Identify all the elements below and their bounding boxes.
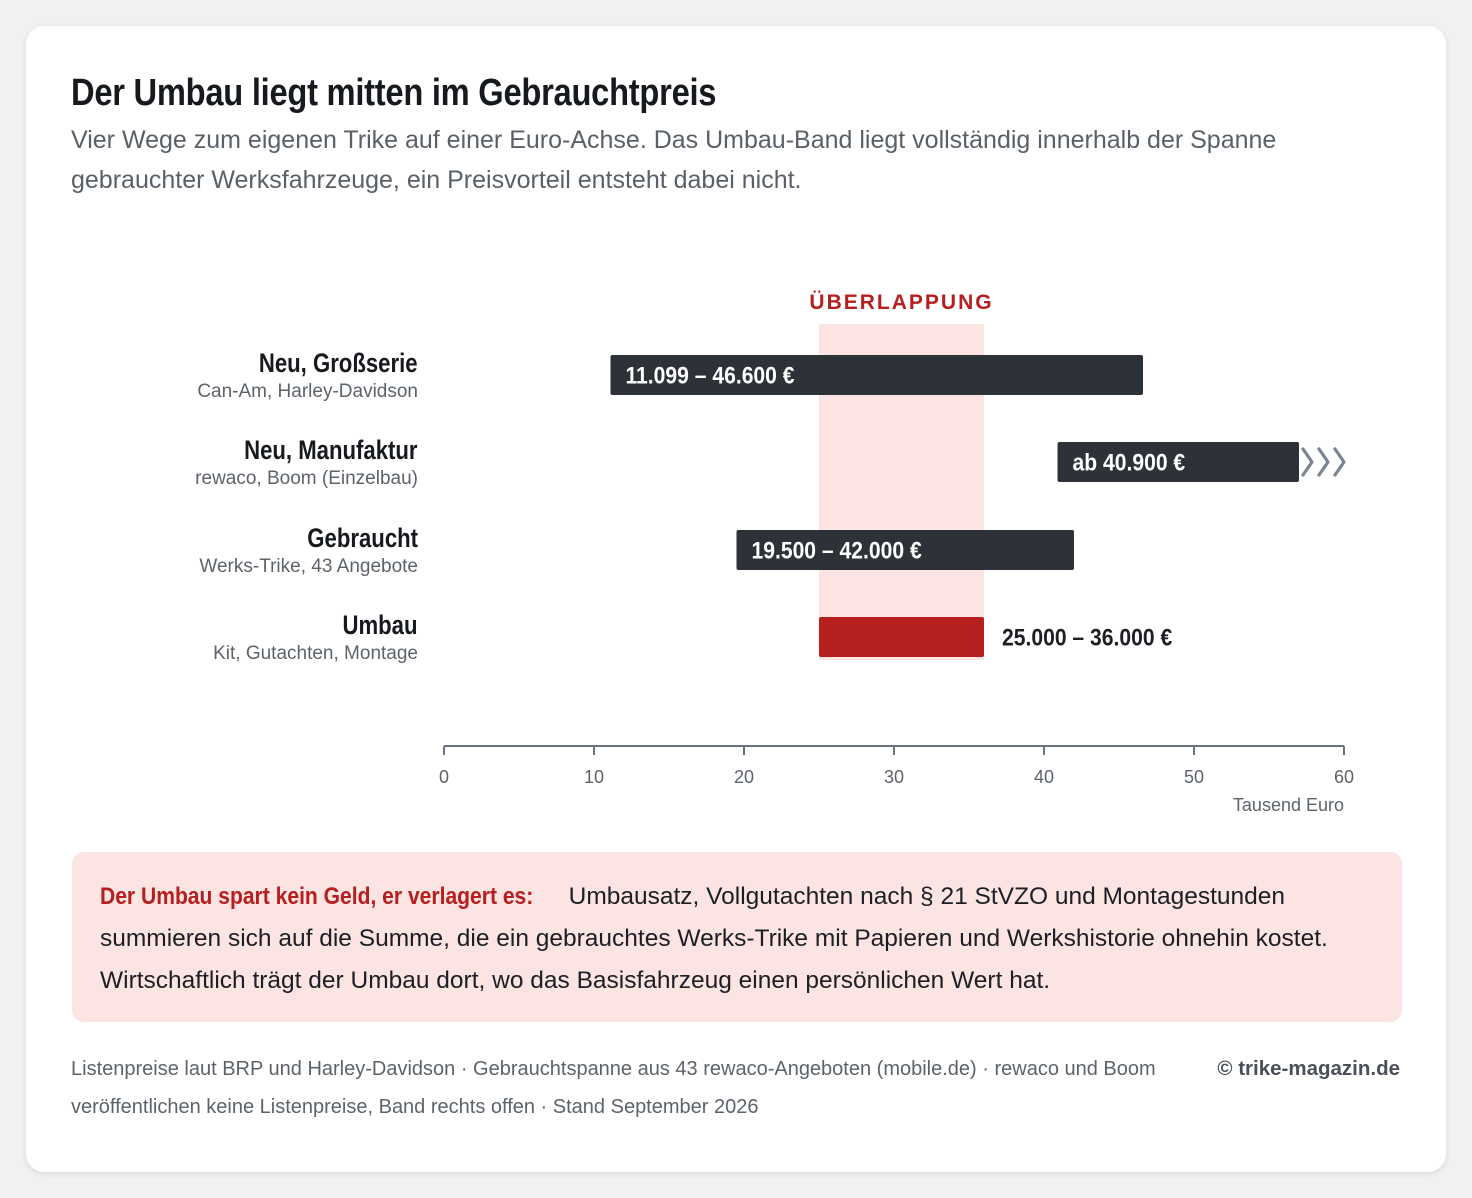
bar-label-0: 11.099 – 46.600 € [625, 362, 794, 389]
row-label-2: Gebraucht Werks-Trike, 43 Angebote [199, 522, 418, 580]
x-tick-label-2: 20 [734, 767, 754, 787]
row-title: Neu, Großserie [259, 348, 418, 378]
overlap-label: ÜBERLAPPUNG [809, 291, 993, 314]
bar-3 [819, 617, 984, 657]
open-range-chevron-icon [1333, 447, 1346, 477]
source-note: Listenpreise laut BRP und Harley-Davidso… [71, 1058, 1156, 1118]
x-tick-label-1: 10 [584, 767, 604, 787]
x-tick-label-0: 0 [439, 767, 449, 787]
row-subtitle: Werks-Trike, 43 Angebote [199, 556, 418, 577]
infographic-card: Der Umbau liegt mitten im Gebrauchtpreis… [26, 26, 1446, 1172]
bar-label-3: 25.000 – 36.000 € [1002, 624, 1173, 651]
x-tick-label-3: 30 [884, 767, 904, 787]
row-label-3: Umbau Kit, Gutachten, Montage [213, 609, 418, 667]
row-subtitle: Kit, Gutachten, Montage [213, 643, 418, 664]
x-tick-label-5: 50 [1184, 767, 1204, 787]
row-label-0: Neu, Großserie Can-Am, Harley-Davidson [197, 347, 418, 405]
bar-2 [736, 530, 1074, 570]
bar-label-1: ab 40.900 € [1073, 449, 1186, 476]
open-range-chevron-icon [1301, 447, 1314, 477]
row-subtitle: Can-Am, Harley-Davidson [197, 381, 418, 402]
row-title: Neu, Manufaktur [244, 435, 418, 465]
range-chart: ÜBERLAPPUNG 11.099 – 46.600 € ab 40.900 € 1… [439, 291, 1354, 815]
page-title: Der Umbau liegt mitten im Gebrauchtpreis [71, 72, 717, 114]
callout-lead: Der Umbau spart kein Geld, er verlagert … [100, 883, 534, 910]
page-subtitle: Vier Wege zum eigenen Trike auf einer Eu… [71, 126, 1277, 194]
callout-box: Der Umbau spart kein Geld, er verlagert … [72, 852, 1402, 1022]
bar-0 [610, 355, 1143, 395]
bar-label-2: 19.500 – 42.000 € [752, 537, 923, 564]
open-range-chevron-icon [1317, 447, 1330, 477]
x-tick-label-6: 60 [1334, 767, 1354, 787]
x-tick-label-4: 40 [1034, 767, 1054, 787]
x-axis-title: Tausend Euro [1233, 795, 1344, 815]
bar-1 [1057, 442, 1299, 482]
row-subtitle: rewaco, Boom (Einzelbau) [195, 468, 418, 489]
row-title: Umbau [342, 610, 418, 640]
row-title: Gebraucht [307, 523, 418, 553]
callout-text: Umbausatz, Vollgutachten nach § 21 StVZO… [100, 883, 1328, 994]
row-label-1: Neu, Manufaktur rewaco, Boom (Einzelbau) [195, 434, 418, 492]
brand-credit: © trike-magazin.de [1217, 1057, 1400, 1080]
